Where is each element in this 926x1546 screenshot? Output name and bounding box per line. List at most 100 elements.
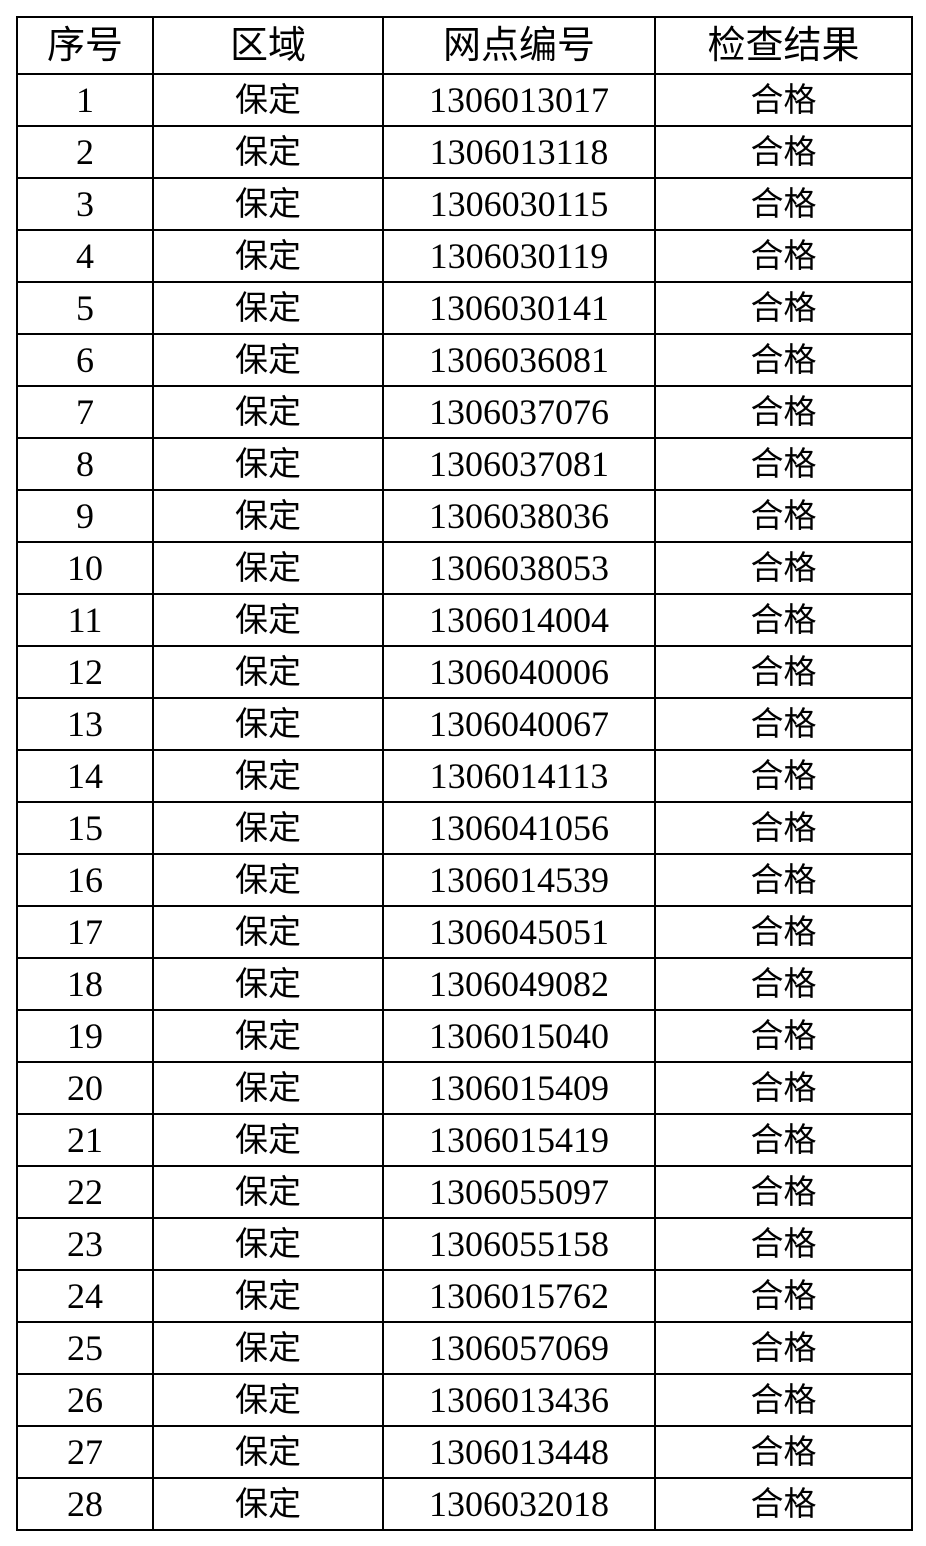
table-row: 11 保定 1306014004 合格 [16, 593, 913, 647]
cell-region: 保定 [152, 645, 384, 699]
cell-inspection-result: 合格 [654, 489, 913, 543]
cell-outlet-id: 1306038053 [382, 541, 656, 595]
cell-inspection-result: 合格 [654, 1113, 913, 1167]
cell-serial-number: 19 [16, 1009, 154, 1063]
cell-serial-number: 12 [16, 645, 154, 699]
cell-inspection-result: 合格 [654, 1269, 913, 1323]
table-row: 16 保定 1306014539 合格 [16, 853, 913, 907]
cell-region: 保定 [152, 905, 384, 959]
cell-outlet-id: 1306038036 [382, 489, 656, 543]
cell-serial-number: 2 [16, 125, 154, 179]
cell-inspection-result: 合格 [654, 1061, 913, 1115]
cell-inspection-result: 合格 [654, 1009, 913, 1063]
cell-serial-number: 18 [16, 957, 154, 1011]
cell-outlet-id: 1306014113 [382, 749, 656, 803]
cell-serial-number: 17 [16, 905, 154, 959]
cell-outlet-id: 1306032018 [382, 1477, 656, 1531]
cell-outlet-id: 1306014004 [382, 593, 656, 647]
cell-outlet-id: 1306040067 [382, 697, 656, 751]
table-row: 19 保定 1306015040 合格 [16, 1009, 913, 1063]
cell-serial-number: 16 [16, 853, 154, 907]
table-row: 23 保定 1306055158 合格 [16, 1217, 913, 1271]
cell-region: 保定 [152, 697, 384, 751]
cell-outlet-id: 1306055097 [382, 1165, 656, 1219]
table-row: 8 保定 1306037081 合格 [16, 437, 913, 491]
cell-outlet-id: 1306040006 [382, 645, 656, 699]
cell-outlet-id: 1306014539 [382, 853, 656, 907]
table-row: 20 保定 1306015409 合格 [16, 1061, 913, 1115]
cell-inspection-result: 合格 [654, 73, 913, 127]
cell-region: 保定 [152, 1165, 384, 1219]
cell-region: 保定 [152, 957, 384, 1011]
cell-inspection-result: 合格 [654, 593, 913, 647]
table-row: 9 保定 1306038036 合格 [16, 489, 913, 543]
cell-serial-number: 15 [16, 801, 154, 855]
cell-serial-number: 5 [16, 281, 154, 335]
cell-region: 保定 [152, 749, 384, 803]
cell-region: 保定 [152, 541, 384, 595]
cell-outlet-id: 1306041056 [382, 801, 656, 855]
cell-inspection-result: 合格 [654, 437, 913, 491]
table-row: 15 保定 1306041056 合格 [16, 801, 913, 855]
table-row: 27 保定 1306013448 合格 [16, 1425, 913, 1479]
table-row: 24 保定 1306015762 合格 [16, 1269, 913, 1323]
cell-serial-number: 26 [16, 1373, 154, 1427]
cell-outlet-id: 1306013017 [382, 73, 656, 127]
cell-region: 保定 [152, 853, 384, 907]
inspection-results-table: 序号 区域 网点编号 检查结果 1 保定 1306013017 合格 2 保定 130601… [16, 16, 913, 1531]
table-row: 2 保定 1306013118 合格 [16, 125, 913, 179]
cell-serial-number: 21 [16, 1113, 154, 1167]
cell-serial-number: 14 [16, 749, 154, 803]
cell-serial-number: 9 [16, 489, 154, 543]
cell-outlet-id: 1306036081 [382, 333, 656, 387]
cell-inspection-result: 合格 [654, 1373, 913, 1427]
table-row: 6 保定 1306036081 合格 [16, 333, 913, 387]
table-row: 21 保定 1306015419 合格 [16, 1113, 913, 1167]
cell-outlet-id: 1306030141 [382, 281, 656, 335]
cell-region: 保定 [152, 1113, 384, 1167]
table-row: 10 保定 1306038053 合格 [16, 541, 913, 595]
cell-inspection-result: 合格 [654, 385, 913, 439]
table-row: 17 保定 1306045051 合格 [16, 905, 913, 959]
table-row: 12 保定 1306040006 合格 [16, 645, 913, 699]
cell-outlet-id: 1306055158 [382, 1217, 656, 1271]
table-row: 7 保定 1306037076 合格 [16, 385, 913, 439]
table-row: 18 保定 1306049082 合格 [16, 957, 913, 1011]
cell-inspection-result: 合格 [654, 333, 913, 387]
cell-serial-number: 20 [16, 1061, 154, 1115]
table-row: 13 保定 1306040067 合格 [16, 697, 913, 751]
cell-serial-number: 6 [16, 333, 154, 387]
cell-outlet-id: 1306013448 [382, 1425, 656, 1479]
cell-inspection-result: 合格 [654, 541, 913, 595]
cell-serial-number: 3 [16, 177, 154, 231]
cell-outlet-id: 1306015762 [382, 1269, 656, 1323]
cell-inspection-result: 合格 [654, 697, 913, 751]
cell-region: 保定 [152, 177, 384, 231]
cell-inspection-result: 合格 [654, 905, 913, 959]
cell-inspection-result: 合格 [654, 749, 913, 803]
cell-region: 保定 [152, 1269, 384, 1323]
cell-outlet-id: 1306030119 [382, 229, 656, 283]
cell-serial-number: 8 [16, 437, 154, 491]
cell-serial-number: 4 [16, 229, 154, 283]
cell-serial-number: 10 [16, 541, 154, 595]
cell-region: 保定 [152, 437, 384, 491]
cell-serial-number: 22 [16, 1165, 154, 1219]
header-region: 区域 [152, 16, 384, 75]
cell-inspection-result: 合格 [654, 1165, 913, 1219]
cell-inspection-result: 合格 [654, 229, 913, 283]
cell-region: 保定 [152, 801, 384, 855]
cell-region: 保定 [152, 1477, 384, 1531]
cell-serial-number: 23 [16, 1217, 154, 1271]
cell-outlet-id: 1306015040 [382, 1009, 656, 1063]
cell-inspection-result: 合格 [654, 177, 913, 231]
header-row: 序号 区域 网点编号 检查结果 [16, 16, 913, 75]
header-outlet-id: 网点编号 [382, 16, 656, 75]
cell-region: 保定 [152, 593, 384, 647]
cell-serial-number: 11 [16, 593, 154, 647]
cell-serial-number: 1 [16, 73, 154, 127]
cell-region: 保定 [152, 73, 384, 127]
cell-inspection-result: 合格 [654, 125, 913, 179]
cell-serial-number: 28 [16, 1477, 154, 1531]
table-row: 25 保定 1306057069 合格 [16, 1321, 913, 1375]
